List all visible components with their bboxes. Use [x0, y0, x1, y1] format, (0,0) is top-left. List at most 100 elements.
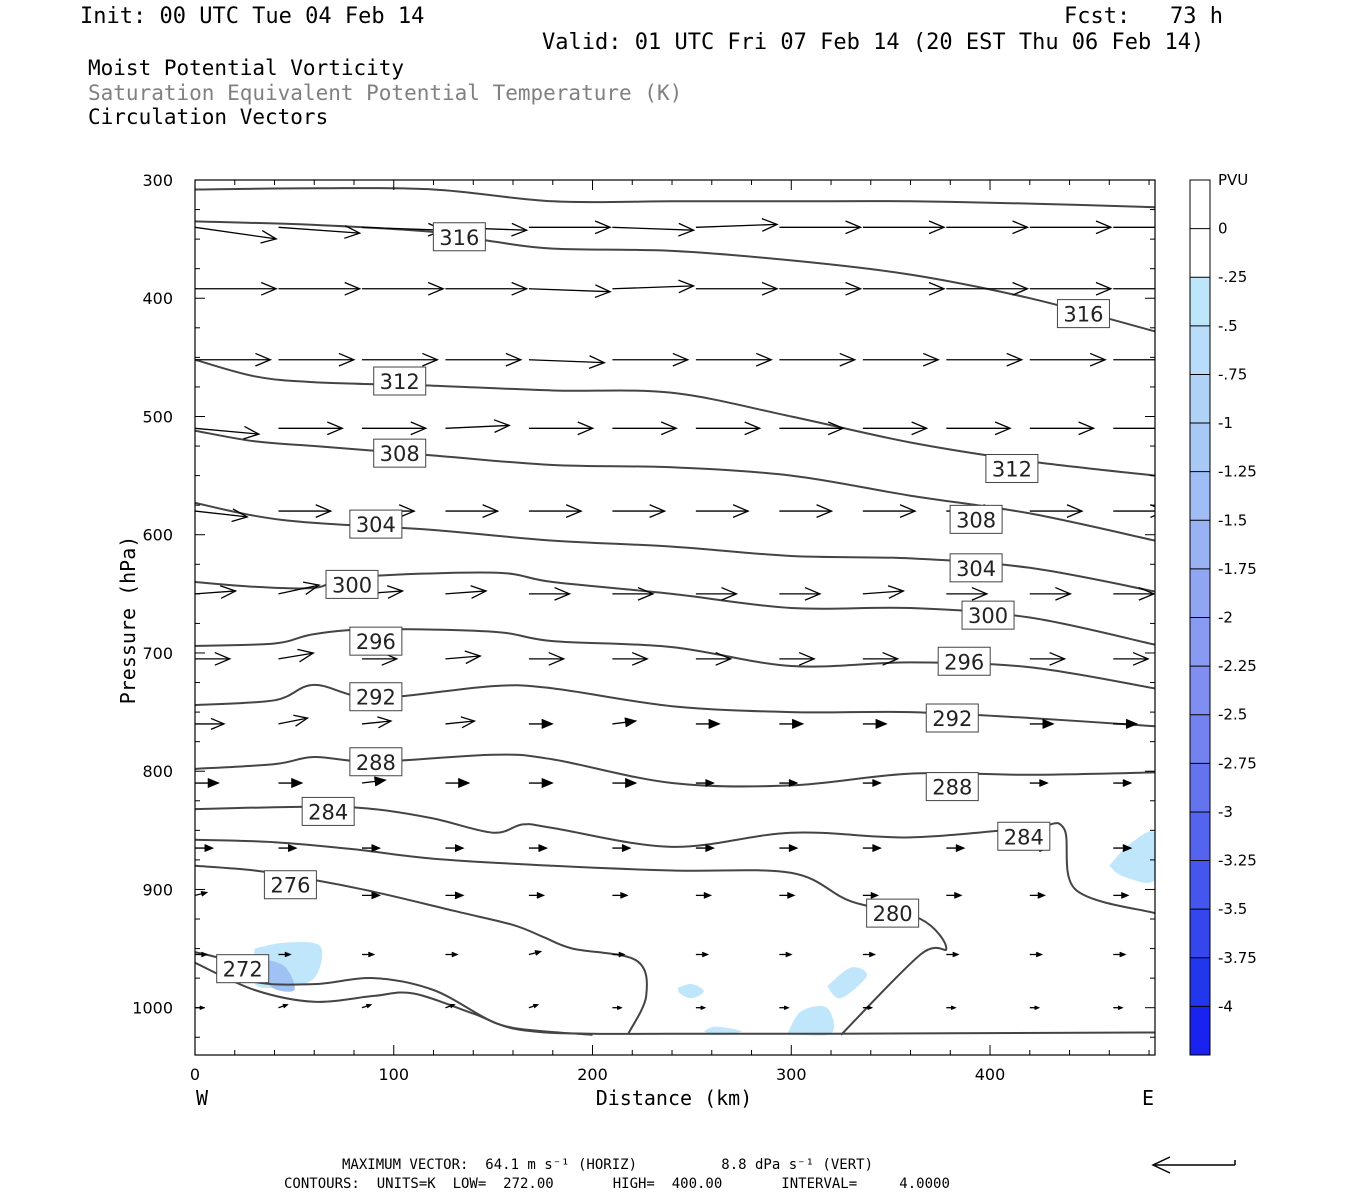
circulation-vector [946, 220, 1030, 235]
y-axis: 300 400 500 600 700 800 900 1000 [132, 171, 1155, 1038]
theta-contour-292 [195, 683, 1155, 728]
colorbar-label: -2 [1218, 609, 1233, 627]
theta-contour-316 [195, 220, 1155, 333]
y-tick-label: 900 [142, 880, 173, 899]
circulation-vector [779, 844, 799, 852]
svg-text:312: 312 [380, 370, 420, 394]
circulation-vector [1113, 288, 1155, 290]
colorbar-cell [1190, 568, 1210, 618]
circulation-vector [862, 1005, 874, 1010]
x-axis-east-label: E [1142, 1086, 1154, 1110]
circulation-vector [278, 504, 333, 518]
circulation-vector [862, 651, 900, 666]
circulation-vector [1113, 718, 1139, 729]
contour-label: 308 [949, 504, 1003, 534]
circulation-vector [1029, 892, 1046, 899]
contour-label: 284 [997, 821, 1051, 851]
svg-text:280: 280 [873, 902, 913, 926]
colorbar-label: -4 [1218, 997, 1233, 1015]
x-tick-label: 300 [776, 1065, 807, 1084]
circulation-vector [445, 778, 471, 789]
circulation-vector [695, 844, 715, 852]
circulation-vector [862, 585, 906, 599]
contour-label: 308 [373, 438, 427, 468]
circulation-vector [361, 421, 428, 436]
svg-text:296: 296 [944, 650, 984, 674]
circulation-vector [195, 508, 249, 523]
svg-text:284: 284 [308, 800, 348, 824]
circulation-vector [695, 951, 710, 958]
circulation-vector [195, 651, 232, 666]
colorbar-cell [1190, 957, 1210, 1007]
circulation-vector [1113, 427, 1155, 429]
x-axis: 0 100 200 300 400 [190, 180, 1150, 1084]
colorbar-cell [1190, 471, 1210, 521]
circulation-vector [612, 504, 667, 518]
circulation-vector [695, 352, 773, 367]
circulation-vector [695, 586, 739, 601]
circulation-vector [278, 581, 321, 595]
circulation-vector [528, 892, 546, 899]
circulation-vector [445, 650, 482, 665]
circulation-vector [612, 279, 696, 294]
circulation-vector [1113, 651, 1150, 666]
circulation-vector [695, 651, 733, 666]
svg-text:292: 292 [932, 707, 972, 731]
circulation-vector [1029, 504, 1084, 518]
circulation-vector [1029, 779, 1049, 787]
circulation-vector [1029, 951, 1044, 958]
circulation-vector [278, 421, 344, 436]
circulation-vector [779, 1005, 790, 1010]
title-theta-es: Saturation Equivalent Potential Temperat… [88, 81, 683, 105]
theta-contour-272 [195, 961, 593, 1036]
circulation-vector [278, 648, 315, 663]
circulation-vector [195, 585, 238, 599]
circulation-vector [528, 284, 612, 299]
colorbar-cell [1190, 860, 1210, 910]
pv-shade-region [787, 1006, 835, 1036]
y-tick-label: 800 [142, 762, 173, 781]
pv-shading [252, 831, 1155, 1036]
circulation-vector [528, 844, 548, 852]
y-tick-label: 1000 [132, 999, 173, 1018]
colorbar-cell [1190, 180, 1210, 229]
circulation-vector [361, 951, 376, 958]
svg-text:308: 308 [956, 508, 996, 532]
circulation-vector [1029, 281, 1113, 296]
colorbar-label: -2.25 [1218, 657, 1257, 675]
contour-label: 304 [349, 509, 403, 539]
theta-contour-272 [195, 951, 1155, 1035]
circulation-vector [862, 718, 888, 729]
circulation-vector [445, 891, 465, 900]
circulation-vector [612, 222, 696, 237]
circulation-vector [445, 844, 465, 852]
circulation-vector [1113, 359, 1155, 361]
circulation-vector [278, 352, 356, 367]
circulation-vector [445, 281, 529, 296]
circulation-vector [528, 355, 606, 369]
circulation-vector [278, 714, 310, 727]
circulation-vector [1029, 421, 1096, 436]
svg-text:292: 292 [356, 686, 396, 710]
circulation-vector [361, 776, 387, 787]
colorbar-cell [1190, 714, 1210, 764]
circulation-vector [1029, 220, 1113, 235]
circulation-vector [862, 281, 946, 296]
colorbar-cell [1190, 811, 1210, 861]
colorbar-cell [1190, 325, 1210, 375]
circulation-vector [946, 951, 960, 958]
svg-text:308: 308 [380, 442, 420, 466]
circulation-vector [612, 651, 649, 666]
circulation-vector [528, 1003, 540, 1009]
circulation-vector [1113, 844, 1133, 852]
colorbar-unit: PVU [1218, 171, 1248, 189]
circulation-vector [862, 421, 929, 436]
circulation-vector [528, 778, 554, 789]
svg-text:284: 284 [1004, 825, 1044, 849]
contour-label: 304 [949, 553, 1003, 583]
circulation-vector [779, 586, 822, 601]
svg-text:312: 312 [992, 458, 1032, 482]
colorbar-label: -.75 [1218, 365, 1247, 383]
svg-text:296: 296 [356, 630, 396, 654]
